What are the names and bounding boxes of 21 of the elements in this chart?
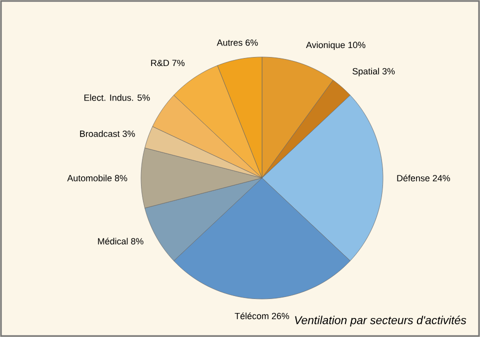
slice-label: Elect. Indus. [84,94,134,101]
text: Ventilation par secteurs d'activités [295,316,466,326]
data-label: 24% [432,174,450,182]
slice-label: Avionique [306,42,345,50]
slice-label: Médical [98,238,128,244]
data-label: 8% [114,174,128,182]
slice-label: Automobile [67,174,112,182]
data-label: 10% [348,42,366,48]
data-label: 7% [172,60,185,66]
slice-label: Défense [397,174,430,182]
data-label: 6% [246,39,258,46]
slice-label: R&D [151,60,169,66]
data-label: 26% [272,312,290,320]
slice-label: Autres [216,40,242,46]
data-label: 3% [122,130,135,137]
data-label: 5% [138,94,150,101]
slice-label: Spatial [352,68,379,76]
data-label: 3% [382,68,395,74]
slice-label: Broadcast [80,130,120,137]
slice-label: Télécom [234,312,268,320]
data-label: 8% [131,238,144,244]
